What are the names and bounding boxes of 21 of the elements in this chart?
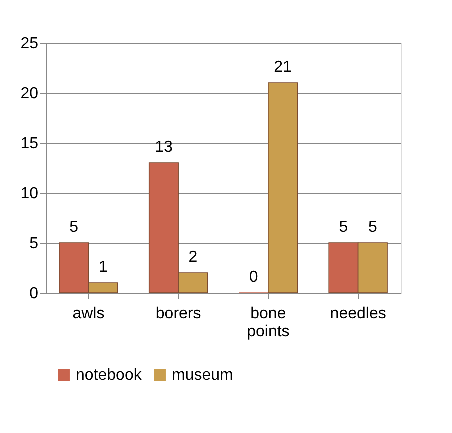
data-label: 5 [70,219,79,236]
x-tick-label: bone points [247,306,290,340]
data-label: 2 [188,249,198,266]
y-tick-label: 5 [30,236,39,252]
y-tick-label: 10 [20,186,39,202]
data-label: 5 [339,219,348,236]
bar [268,82,298,294]
data-label: 13 [155,139,173,156]
legend-label: museum [172,367,234,384]
y-tick-label: 0 [30,286,39,302]
data-label: 21 [274,59,292,76]
legend-label: notebook [76,367,143,384]
x-tick-label: borers [156,306,202,322]
x-tick-label: needles [330,306,386,322]
data-label: 5 [368,219,378,236]
data-label: 1 [98,259,108,276]
y-tick-label: 20 [20,86,39,102]
x-tick-label: awls [72,306,105,322]
y-tick-label: 15 [20,136,39,152]
data-label: 0 [249,269,258,286]
y-tick-label: 25 [20,36,39,52]
